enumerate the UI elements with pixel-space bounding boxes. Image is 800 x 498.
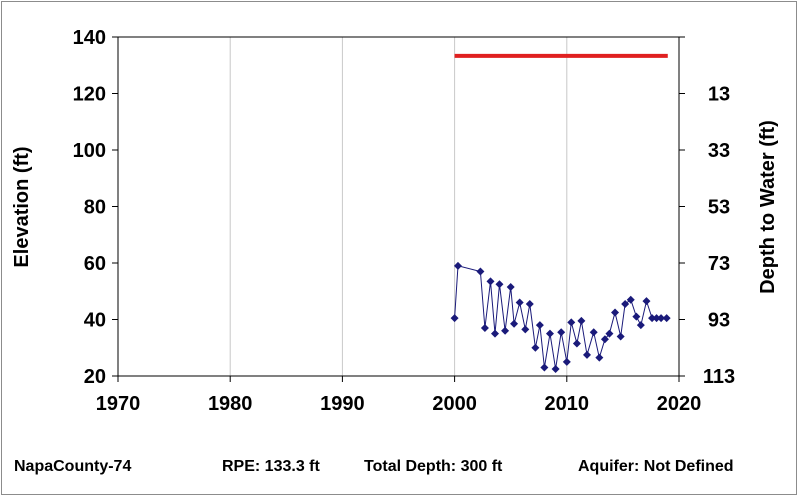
x-tick-label: 1970 — [96, 393, 141, 415]
x-tick-label: 1990 — [320, 393, 365, 415]
data-point — [562, 357, 571, 366]
x-tick-label: 2010 — [545, 393, 590, 415]
data-point — [642, 297, 651, 306]
y2-tick-label: 53 — [708, 197, 730, 219]
x-axis-ticks: 1970 1980 1990 2000 2010 2020 — [96, 376, 702, 415]
data-point — [501, 326, 510, 335]
data-point — [652, 314, 661, 323]
y-tick-label: 60 — [84, 253, 106, 275]
y-tick-label: 120 — [73, 84, 106, 106]
data-point — [616, 332, 625, 341]
data-point — [480, 323, 489, 332]
y-tick-label: 20 — [84, 366, 106, 388]
data-point — [648, 314, 657, 323]
data-point — [582, 350, 591, 359]
data-point — [551, 364, 560, 373]
data-point — [632, 312, 641, 321]
y-tick-label: 40 — [84, 310, 106, 332]
data-point — [572, 339, 581, 348]
data-point — [476, 267, 485, 276]
total-depth-label: Total Depth: 300 ft — [364, 458, 503, 475]
well-id: NapaCounty-74 — [14, 458, 132, 475]
data-point — [506, 283, 515, 292]
data-point — [662, 314, 671, 323]
y2-axis-ticks: 113 93 73 53 33 13 — [679, 36, 735, 388]
data-point — [626, 295, 635, 304]
y2-tick-label: 13 — [708, 84, 730, 106]
data-point — [535, 321, 544, 330]
y2-tick-label: 93 — [708, 310, 730, 332]
data-point — [450, 314, 459, 323]
aquifer-label: Aquifer: Not Defined — [578, 458, 734, 475]
y2-tick-label: 113 — [703, 366, 735, 388]
series-group — [450, 53, 671, 373]
y-axis-ticks: 20 40 60 80 100 120 140 — [73, 27, 118, 388]
y2-tick-label: 33 — [708, 140, 730, 162]
data-point — [531, 343, 540, 352]
data-point — [525, 299, 534, 308]
rpe-label: RPE: 133.3 ft — [222, 458, 320, 475]
data-point — [577, 316, 586, 325]
data-point — [486, 277, 495, 286]
y-axis-label: Elevation (ft) — [11, 146, 33, 267]
data-point — [595, 353, 604, 362]
data-point — [490, 329, 499, 338]
data-point — [657, 314, 666, 323]
data-point — [600, 335, 609, 344]
data-point — [567, 318, 576, 327]
plot-area — [117, 36, 680, 377]
grid-lines — [117, 37, 680, 376]
x-tick-label: 1980 — [208, 393, 253, 415]
data-point — [621, 299, 630, 308]
x-tick-label: 2020 — [657, 393, 702, 415]
y-tick-label: 140 — [73, 27, 106, 49]
data-point — [515, 298, 524, 307]
y2-axis-label: Depth to Water (ft) — [757, 120, 779, 294]
y-tick-label: 100 — [73, 140, 106, 162]
data-point — [521, 325, 530, 334]
data-point — [540, 363, 549, 372]
data-point — [545, 329, 554, 338]
data-point — [589, 328, 598, 337]
data-point — [611, 308, 620, 317]
y-tick-label: 80 — [84, 197, 106, 219]
data-point — [636, 321, 645, 330]
data-point — [495, 280, 504, 289]
x-tick-label: 2000 — [432, 393, 477, 415]
data-point — [510, 319, 519, 328]
data-point — [557, 328, 566, 337]
y2-tick-label: 73 — [708, 253, 730, 275]
data-point — [453, 261, 462, 270]
data-point — [605, 329, 614, 338]
